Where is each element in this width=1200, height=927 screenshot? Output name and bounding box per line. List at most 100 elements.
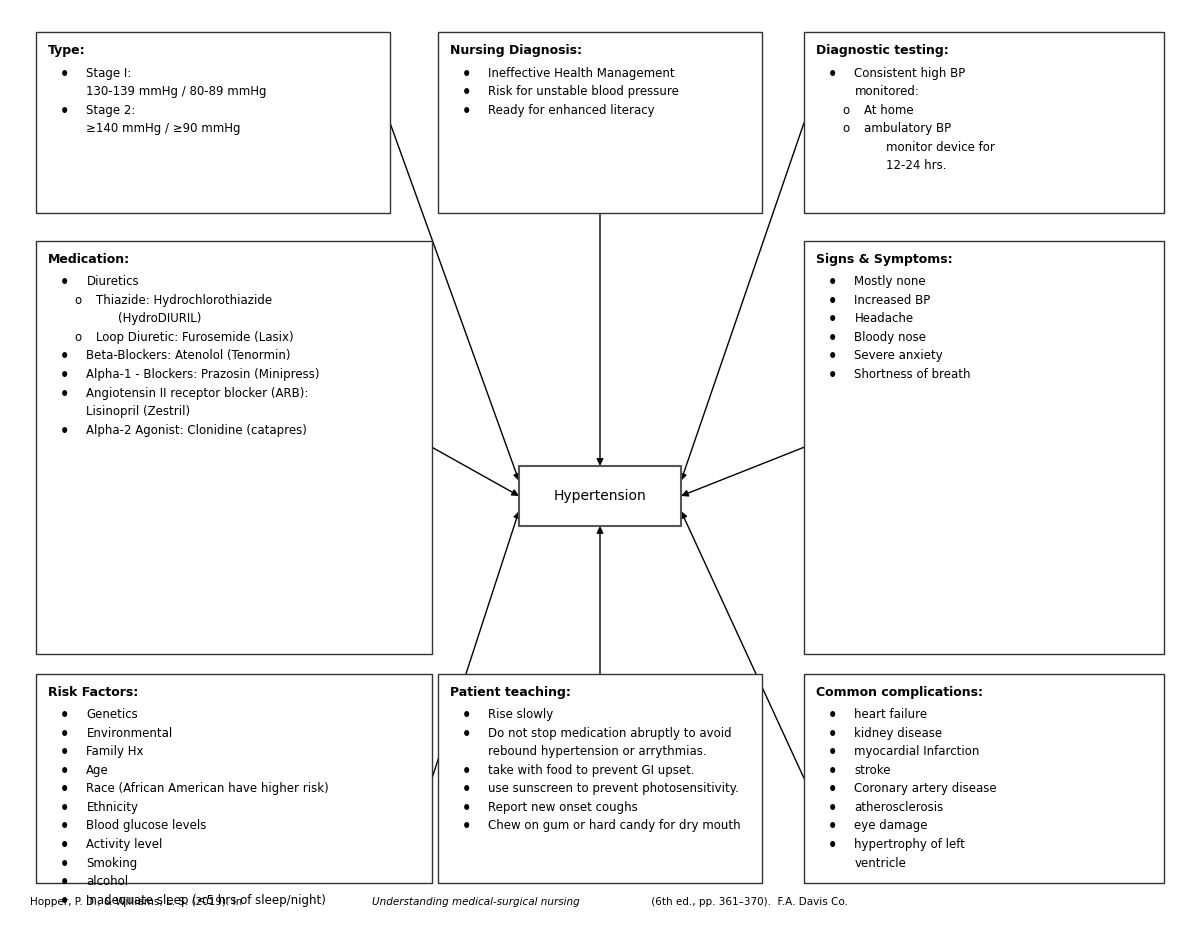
Text: Risk for unstable blood pressure: Risk for unstable blood pressure (488, 85, 679, 98)
Text: •: • (828, 782, 838, 797)
Text: Inadequate sleep (<5 hrs of sleep/night): Inadequate sleep (<5 hrs of sleep/night) (86, 894, 326, 907)
Bar (804, 241, 1164, 654)
Text: alcohol: alcohol (86, 875, 128, 888)
Text: •: • (60, 67, 70, 82)
Text: Risk Factors:: Risk Factors: (48, 686, 138, 699)
Text: •: • (828, 838, 838, 853)
Text: •: • (60, 349, 70, 364)
Text: At home: At home (864, 104, 913, 117)
Text: •: • (462, 819, 472, 834)
Text: Rise slowly: Rise slowly (488, 708, 553, 721)
Text: Bloody nose: Bloody nose (854, 331, 926, 344)
Bar (36, 241, 432, 654)
Text: •: • (462, 67, 472, 82)
Text: myocardial Infarction: myocardial Infarction (854, 745, 979, 758)
Bar (520, 466, 682, 527)
Text: hypertrophy of left: hypertrophy of left (854, 838, 965, 851)
Text: o: o (74, 294, 82, 307)
Text: •: • (462, 104, 472, 119)
Text: Stage I:: Stage I: (86, 67, 132, 80)
Text: Smoking: Smoking (86, 857, 138, 870)
Text: •: • (60, 764, 70, 779)
Text: Increased BP: Increased BP (854, 294, 931, 307)
Text: Activity level: Activity level (86, 838, 163, 851)
Bar (804, 674, 1164, 883)
Text: atherosclerosis: atherosclerosis (854, 801, 943, 814)
Text: Hopper, P. D., & Williams, L. S. (2019). In: Hopper, P. D., & Williams, L. S. (2019).… (30, 896, 246, 907)
Text: Hypertension: Hypertension (553, 489, 647, 503)
Bar (438, 674, 762, 883)
Text: Do not stop medication abruptly to avoid: Do not stop medication abruptly to avoid (488, 727, 732, 740)
Text: eye damage: eye damage (854, 819, 928, 832)
Text: Alpha-2 Agonist: Clonidine (catapres): Alpha-2 Agonist: Clonidine (catapres) (86, 424, 307, 437)
Text: Beta-Blockers: Atenolol (Tenormin): Beta-Blockers: Atenolol (Tenormin) (86, 349, 290, 362)
Text: rebound hypertension or arrythmias.: rebound hypertension or arrythmias. (488, 745, 707, 758)
Text: Diagnostic testing:: Diagnostic testing: (816, 44, 949, 57)
Text: 12-24 hrs.: 12-24 hrs. (886, 159, 946, 172)
Text: Stage 2:: Stage 2: (86, 104, 136, 117)
Text: •: • (60, 745, 70, 760)
Text: Lisinopril (Zestril): Lisinopril (Zestril) (86, 405, 191, 418)
Text: (HydroDIURIL): (HydroDIURIL) (118, 312, 200, 325)
Text: •: • (828, 708, 838, 723)
Text: o: o (842, 122, 850, 135)
Text: heart failure: heart failure (854, 708, 928, 721)
Text: •: • (60, 727, 70, 742)
Text: Type:: Type: (48, 44, 85, 57)
Text: Alpha-1 - Blockers: Prazosin (Minipress): Alpha-1 - Blockers: Prazosin (Minipress) (86, 368, 320, 381)
Text: Blood glucose levels: Blood glucose levels (86, 819, 206, 832)
Text: •: • (60, 857, 70, 871)
Text: Medication:: Medication: (48, 253, 130, 266)
Text: •: • (828, 294, 838, 309)
Text: •: • (828, 745, 838, 760)
Text: •: • (828, 764, 838, 779)
Text: •: • (60, 819, 70, 834)
Text: o: o (842, 104, 850, 117)
Text: •: • (462, 727, 472, 742)
Text: Race (African American have higher risk): Race (African American have higher risk) (86, 782, 329, 795)
Text: Family Hx: Family Hx (86, 745, 144, 758)
Text: •: • (462, 85, 472, 100)
Text: •: • (828, 275, 838, 290)
Text: Coronary artery disease: Coronary artery disease (854, 782, 997, 795)
Text: monitor device for: monitor device for (886, 141, 995, 154)
Bar (804, 32, 1164, 213)
Text: Understanding medical-surgical nursing: Understanding medical-surgical nursing (372, 896, 580, 907)
Text: Ready for enhanced literacy: Ready for enhanced literacy (488, 104, 655, 117)
Text: Mostly none: Mostly none (854, 275, 926, 288)
Text: use sunscreen to prevent photosensitivity.: use sunscreen to prevent photosensitivit… (488, 782, 739, 795)
Text: Signs & Symptoms:: Signs & Symptoms: (816, 253, 953, 266)
Text: take with food to prevent GI upset.: take with food to prevent GI upset. (488, 764, 695, 777)
Text: •: • (828, 67, 838, 82)
Text: Shortness of breath: Shortness of breath (854, 368, 971, 381)
Text: •: • (60, 875, 70, 890)
Text: Headache: Headache (854, 312, 913, 325)
Text: •: • (828, 331, 838, 346)
Text: •: • (60, 801, 70, 816)
Text: •: • (462, 801, 472, 816)
Text: (6th ed., pp. 361–370).  F.A. Davis Co.: (6th ed., pp. 361–370). F.A. Davis Co. (648, 896, 848, 907)
Text: •: • (828, 312, 838, 327)
Text: Patient teaching:: Patient teaching: (450, 686, 571, 699)
Text: •: • (60, 387, 70, 401)
Text: kidney disease: kidney disease (854, 727, 942, 740)
Text: Diuretics: Diuretics (86, 275, 139, 288)
Text: o: o (74, 331, 82, 344)
Text: •: • (60, 782, 70, 797)
Text: ambulatory BP: ambulatory BP (864, 122, 952, 135)
Bar (36, 32, 390, 213)
Text: •: • (462, 782, 472, 797)
Text: •: • (60, 838, 70, 853)
Text: Ineffective Health Management: Ineffective Health Management (488, 67, 676, 80)
Text: Thiazide: Hydrochlorothiazide: Thiazide: Hydrochlorothiazide (96, 294, 272, 307)
Text: •: • (60, 104, 70, 119)
Text: Severe anxiety: Severe anxiety (854, 349, 943, 362)
Text: Environmental: Environmental (86, 727, 173, 740)
Text: 130-139 mmHg / 80-89 mmHg: 130-139 mmHg / 80-89 mmHg (86, 85, 266, 98)
Text: ≥140 mmHg / ≥90 mmHg: ≥140 mmHg / ≥90 mmHg (86, 122, 241, 135)
Text: Angiotensin II receptor blocker (ARB):: Angiotensin II receptor blocker (ARB): (86, 387, 308, 400)
Bar (36, 674, 432, 883)
Text: •: • (462, 764, 472, 779)
Text: •: • (60, 708, 70, 723)
Text: •: • (828, 819, 838, 834)
